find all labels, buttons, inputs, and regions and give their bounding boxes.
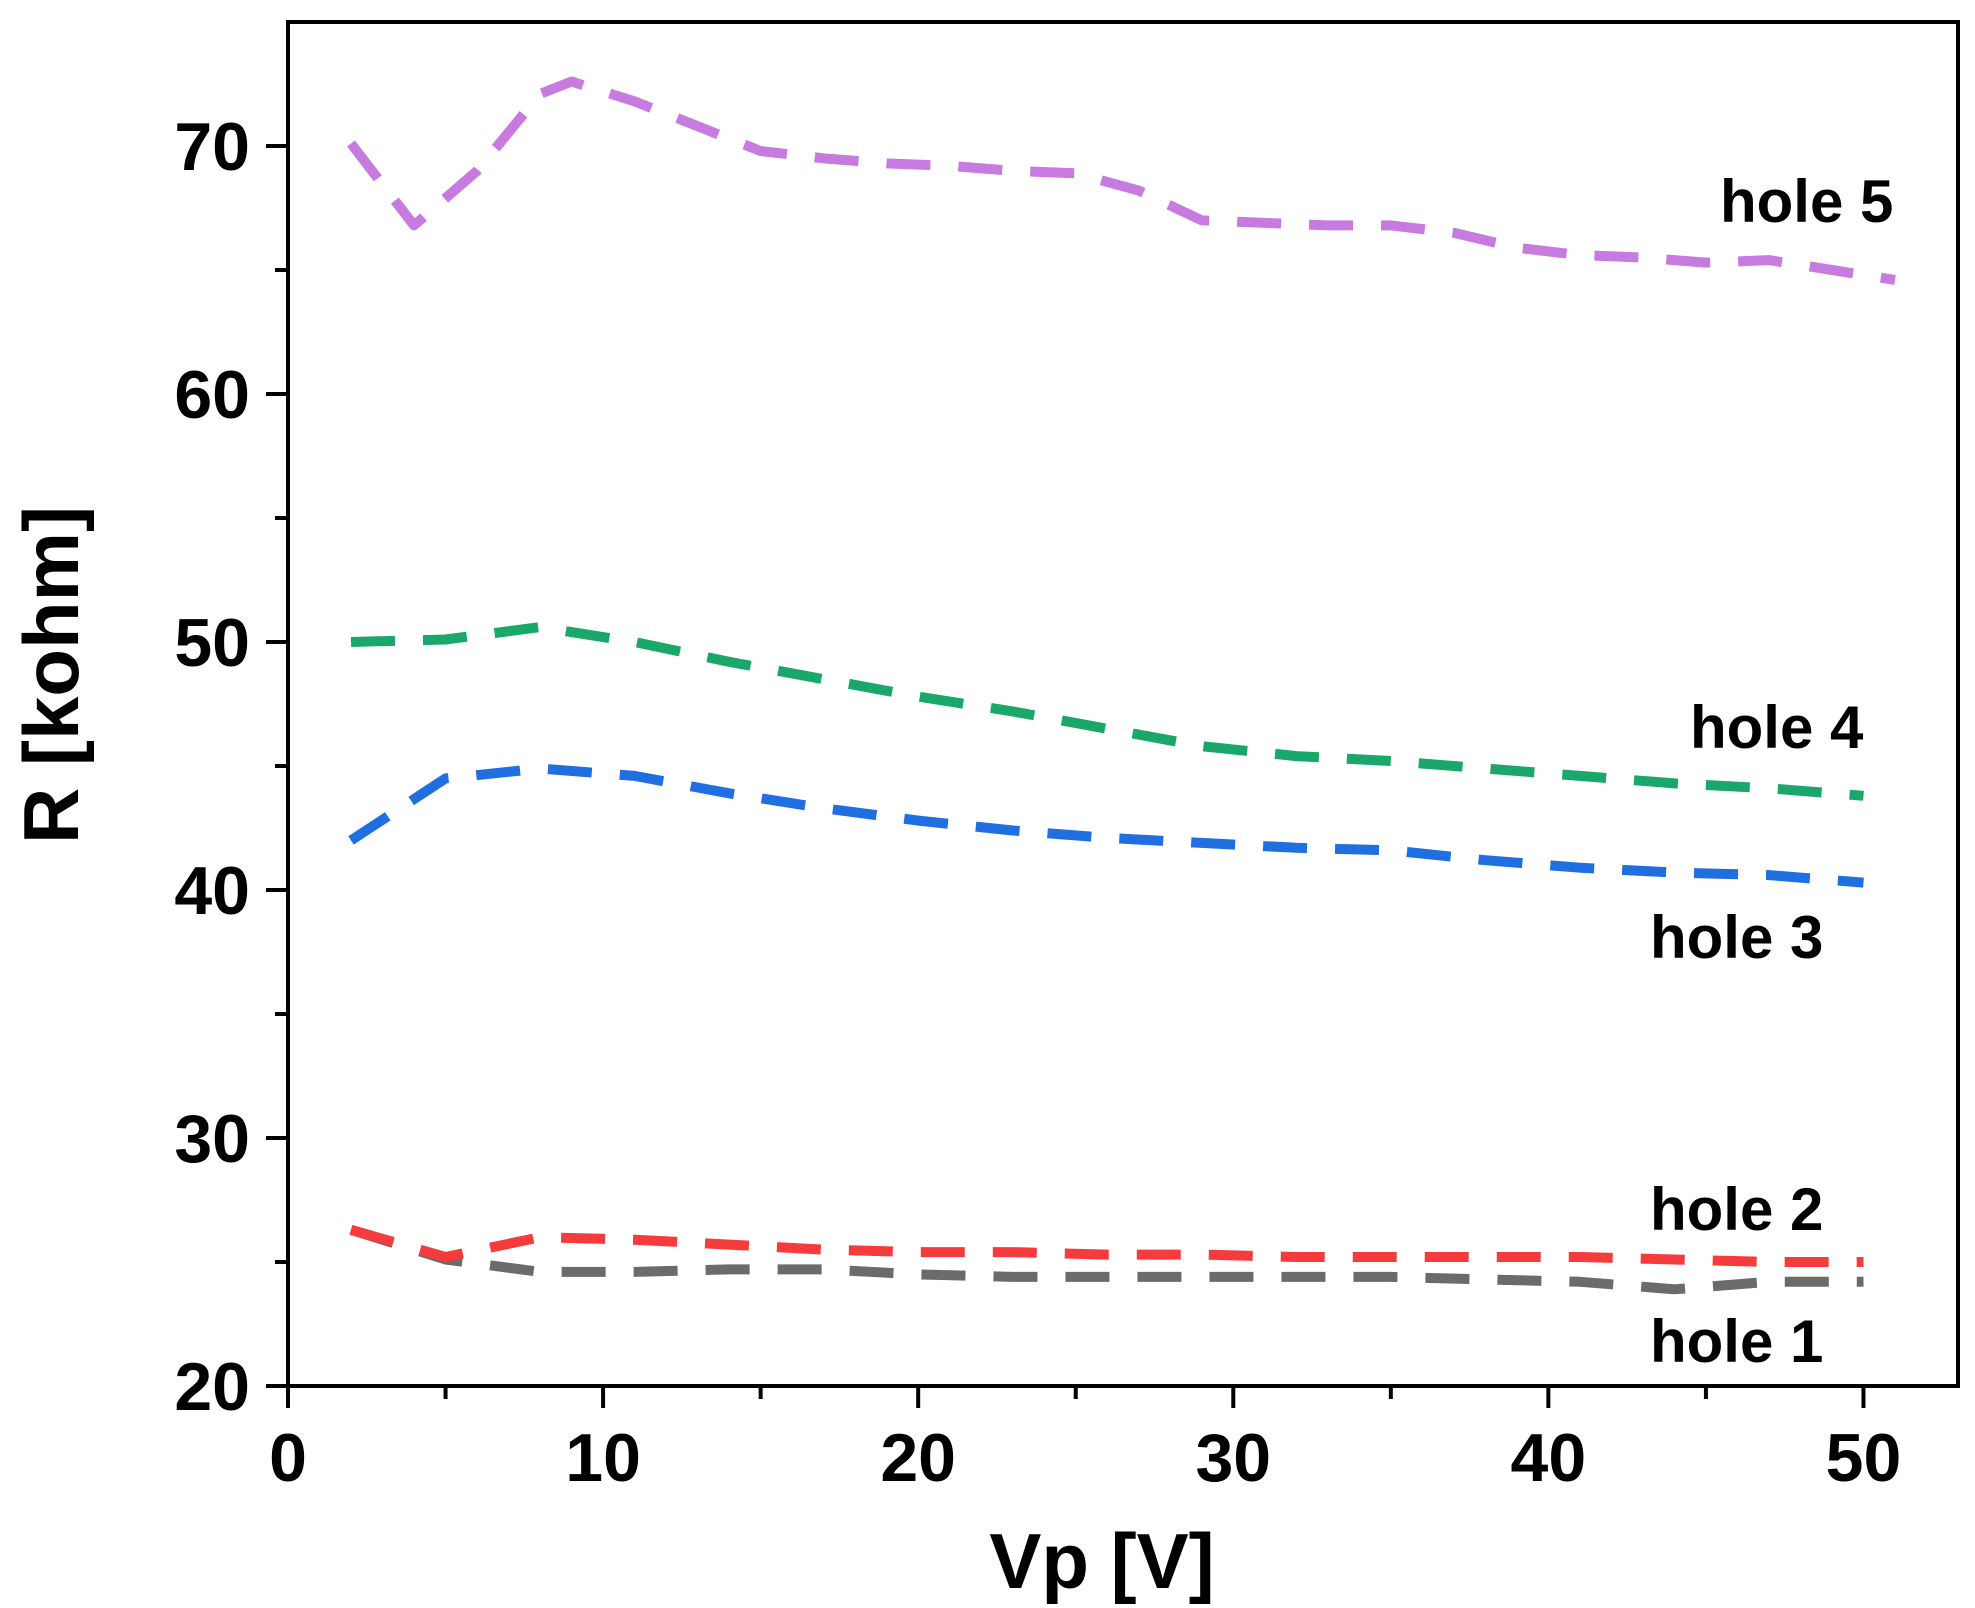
series-labels: hole 1 hole 2 hole 3 hole 4 hole 5 (1650, 168, 1893, 1375)
series-line-hole-4 (350, 622, 1864, 801)
series-label-hole-5: hole 5 (1720, 168, 1893, 235)
series-line-hole-3 (348, 763, 1864, 888)
series-label-hole-1: hole 1 (1650, 1308, 1823, 1375)
axes: 0 10 20 30 40 50 20 30 40 50 60 70 (174, 20, 1960, 1496)
y-tick-label: 20 (174, 1349, 250, 1425)
x-tick-label: 20 (880, 1420, 956, 1496)
y-axis-label: R [kohm] (7, 506, 95, 844)
x-tick-label: 10 (565, 1420, 641, 1496)
y-tick-label: 50 (174, 605, 250, 681)
plot-frame (286, 20, 1960, 1388)
series-label-hole-2: hole 2 (1650, 1176, 1823, 1243)
x-axis-label: Vp [V] (989, 1517, 1214, 1605)
x-tick-label: 40 (1511, 1420, 1587, 1496)
y-tick-label: 70 (174, 109, 250, 185)
series-label-hole-4: hole 4 (1690, 694, 1864, 761)
series-line-hole-2 (349, 1224, 1864, 1267)
y-tick-label: 40 (174, 853, 250, 929)
x-tick-label: 0 (269, 1420, 307, 1496)
series-label-hole-3: hole 3 (1650, 904, 1823, 971)
y-tick-label: 60 (174, 357, 250, 433)
series-line-hole-5 (347, 76, 1896, 285)
series-line-hole-1 (349, 1225, 1864, 1295)
x-tick-label: 30 (1195, 1420, 1271, 1496)
x-tick-label: 50 (1826, 1420, 1902, 1496)
series-group (347, 76, 1896, 1295)
y-tick-label: 30 (174, 1101, 250, 1177)
